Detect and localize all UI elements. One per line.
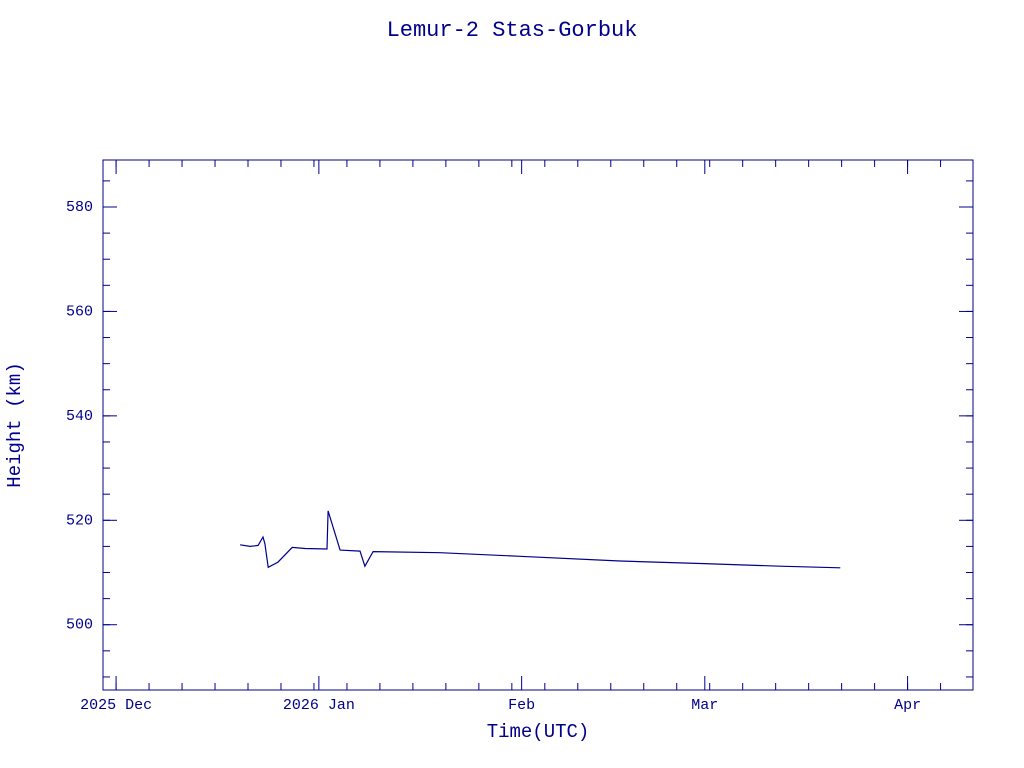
y-tick-label: 520 [66, 512, 93, 529]
x-tick-label: 2026 Jan [283, 697, 355, 714]
y-axis-label: Height (km) [4, 362, 26, 487]
plot-frame [102, 159, 974, 691]
x-tick-label: Feb [508, 697, 535, 714]
x-axis-label: Time(UTC) [487, 721, 590, 743]
y-tick-label: 540 [66, 408, 93, 425]
x-tick-label: 2025 Dec [80, 697, 152, 714]
y-tick-label: 500 [66, 617, 93, 634]
data-line [240, 510, 841, 569]
x-tick-label: Mar [691, 697, 718, 714]
y-tick-label: 580 [66, 199, 93, 216]
y-tick-label: 560 [66, 303, 93, 320]
chart-title: Lemur-2 Stas-Gorbuk [387, 18, 638, 43]
x-tick-label: Apr [894, 697, 921, 714]
